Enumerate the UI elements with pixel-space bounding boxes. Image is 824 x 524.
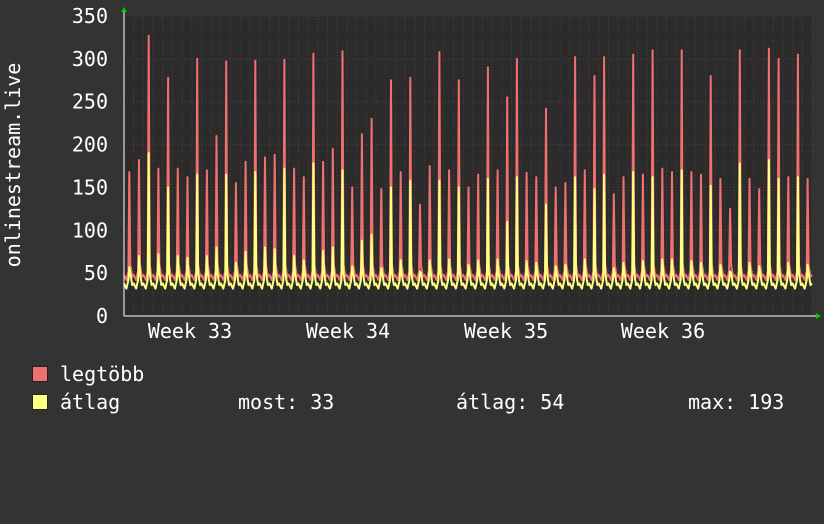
y-tick-label: 150	[72, 175, 108, 199]
x-tick-label: Week 34	[306, 319, 390, 340]
y-tick-label: 100	[72, 218, 108, 242]
y-tick-label: 300	[72, 47, 108, 71]
stat-most: most: 33	[238, 390, 335, 414]
y-tick-label: 50	[84, 261, 108, 285]
y-tick-label: 0	[96, 304, 108, 328]
legend-swatch-atlag	[32, 394, 48, 410]
legend-item-legtobb: legtöbb	[32, 363, 812, 385]
y-axis-label: onlinestream.live	[1, 63, 25, 268]
stat-max: max: 193	[688, 390, 785, 414]
y-tick-label: 350	[72, 4, 108, 28]
chart-svg: 0 50 100 150 200 250 300 350 Week 33 Week 34 Week …	[1, 4, 821, 343]
series-line-atlag	[123, 152, 813, 290]
chart: 0 50 100 150 200 250 300 350 Week 33 Week 34 Week …	[1, 4, 821, 343]
y-tick-label: 200	[72, 133, 108, 157]
legend-item-atlag: átlag most: 33 átlag: 54 max: 193	[32, 391, 812, 413]
y-axis-arrow-icon	[121, 7, 127, 12]
legend-swatch-legtobb	[32, 366, 48, 382]
x-tick-label: Week 36	[621, 319, 705, 340]
x-tick-label: Week 33	[148, 319, 232, 340]
x-axis-arrow-icon	[816, 313, 821, 319]
x-tick-label: Week 35	[464, 319, 548, 340]
stat-atlag: átlag: 54	[456, 390, 565, 414]
series-line-legtobb	[123, 34, 813, 281]
y-tick-label: 250	[72, 90, 108, 114]
legend-label-atlag: átlag	[60, 390, 121, 414]
legend-label-legtobb: legtöbb	[60, 362, 145, 386]
